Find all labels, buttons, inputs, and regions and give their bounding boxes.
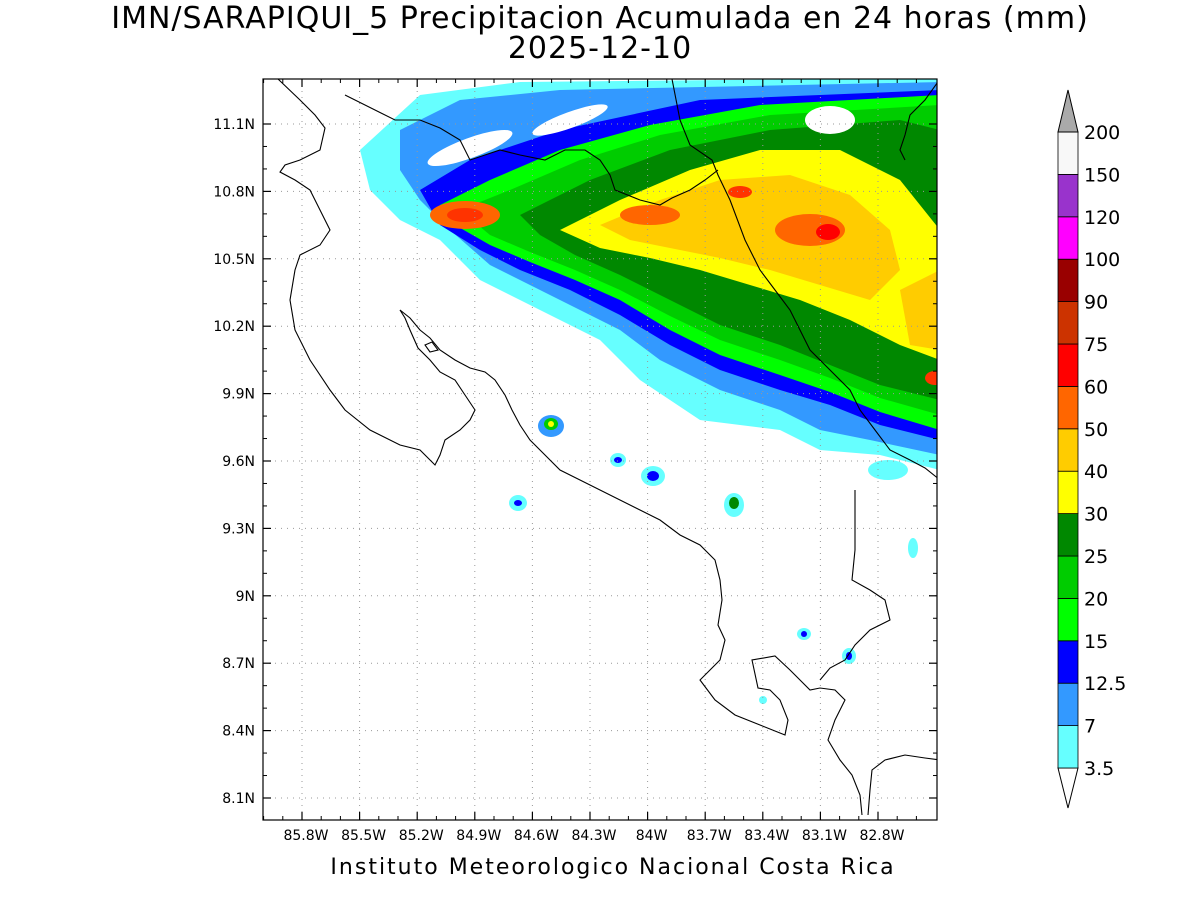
- legend-swatch: [1057, 216, 1079, 260]
- legend-level-label: 3.5: [1084, 758, 1114, 780]
- legend-arrow-low: [1057, 767, 1079, 809]
- legend-level-label: 50: [1084, 419, 1108, 441]
- coastline: [277, 79, 937, 816]
- lon-tick-label: 82.8W: [859, 828, 904, 844]
- legend-swatch: [1057, 173, 1079, 218]
- precip-band-40: [600, 175, 900, 300]
- precip-band-50b: [620, 205, 680, 225]
- map-grid: [263, 79, 937, 820]
- precip-gap: [532, 104, 608, 136]
- legend-swatch: [1057, 513, 1079, 557]
- lat-tick-label: 8.1N: [222, 791, 255, 807]
- legend-level-label: 40: [1084, 461, 1108, 483]
- legend-swatch: [1057, 343, 1079, 387]
- legend-swatch: [1057, 598, 1079, 642]
- lat-tick-label: 9.6N: [222, 454, 255, 470]
- lon-tick-label: 83.4W: [744, 828, 789, 844]
- lat-tick-label: 11.1N: [213, 117, 255, 133]
- legend-swatch: [1057, 640, 1079, 684]
- precip-cell: [647, 471, 659, 481]
- lon-tick-label: 85.5W: [341, 828, 386, 844]
- latitude-axis: 11.1N 10.8N 10.5N 10.2N 9.9N 9.6N 9.3N 9N 8.7N 8.…: [213, 117, 937, 807]
- legend-arrow-high: [1057, 89, 1079, 133]
- legend-swatch: [1057, 725, 1079, 769]
- lon-tick-label: 84.3W: [571, 828, 616, 844]
- lat-tick-label: 10.8N: [213, 184, 255, 200]
- legend-level-label: 90: [1084, 292, 1108, 314]
- precip-band-60d: [925, 371, 937, 385]
- legend-level-label: 200: [1084, 122, 1120, 144]
- lat-tick-label: 8.4N: [222, 724, 255, 740]
- legend-swatch: [1057, 131, 1079, 175]
- lon-tick-label: 84W: [636, 828, 668, 844]
- precip-cell: [908, 538, 918, 558]
- precip-cell: [868, 460, 908, 480]
- precip-cell: [514, 500, 522, 506]
- precip-gap: [805, 106, 855, 134]
- lat-tick-label: 9.3N: [222, 521, 255, 537]
- precip-cell: [801, 631, 807, 637]
- precip-band-60b: [447, 208, 483, 222]
- precip-band-40b: [900, 271, 937, 350]
- precip-cell: [614, 457, 622, 463]
- legend-swatch: [1057, 385, 1079, 430]
- plot-frame: [262, 78, 938, 821]
- precip-cell: [846, 652, 852, 660]
- precip-legend: 3.5 7 12.5 15 20 25 30 40 50 60 75 90 100 120 150 200: [1057, 89, 1126, 809]
- precip-cell: [548, 421, 554, 427]
- legend-level-label: 120: [1084, 207, 1120, 229]
- legend-level-label: 75: [1084, 334, 1108, 356]
- legend-level-label: 15: [1084, 631, 1108, 653]
- map-date: 2025-12-10: [507, 31, 693, 66]
- lat-tick-label: 8.7N: [222, 656, 255, 672]
- longitude-axis: 85.8W 85.5W 85.2W 84.9W 84.6W 84.3W 84W 83.7W 83…: [263, 79, 917, 844]
- legend-level-label: 12.5: [1084, 673, 1126, 695]
- credit-line: Instituto Meteorologico Nacional Costa R…: [330, 855, 896, 880]
- precipitation-field: [360, 79, 937, 704]
- precip-cell: [384, 180, 398, 192]
- lon-tick-label: 84.9W: [456, 828, 501, 844]
- legend-swatch: [1057, 555, 1079, 599]
- legend-level-label: 100: [1084, 249, 1120, 271]
- lon-tick-label: 83.1W: [802, 828, 847, 844]
- precip-gap: [427, 129, 513, 167]
- legend-level-label: 150: [1084, 164, 1120, 186]
- lat-tick-label: 9N: [236, 589, 255, 605]
- lon-tick-label: 85.2W: [399, 828, 444, 844]
- legend-level-label: 25: [1084, 546, 1108, 568]
- lon-tick-label: 85.8W: [283, 828, 328, 844]
- map-title: IMN/SARAPIQUI_5 Precipitacion Acumulada …: [111, 1, 1089, 36]
- legend-swatch: [1057, 682, 1079, 727]
- legend-level-label: 30: [1084, 504, 1108, 526]
- precip-band-60c: [728, 186, 752, 198]
- legend-swatch: [1057, 301, 1079, 345]
- precip-cell: [759, 696, 767, 704]
- lon-tick-label: 84.6W: [514, 828, 559, 844]
- legend-swatch: [1057, 470, 1079, 515]
- precip-band-60: [816, 224, 840, 240]
- lon-tick-label: 83.7W: [687, 828, 732, 844]
- precip-cell: [729, 497, 739, 509]
- legend-swatch: [1057, 258, 1079, 303]
- lat-tick-label: 10.2N: [213, 319, 255, 335]
- lat-tick-label: 10.5N: [213, 252, 255, 268]
- legend-level-label: 20: [1084, 588, 1108, 610]
- lat-tick-label: 9.9N: [222, 387, 255, 403]
- legend-level-label: 7: [1084, 716, 1096, 738]
- legend-level-label: 60: [1084, 376, 1108, 398]
- legend-swatch: [1057, 428, 1079, 472]
